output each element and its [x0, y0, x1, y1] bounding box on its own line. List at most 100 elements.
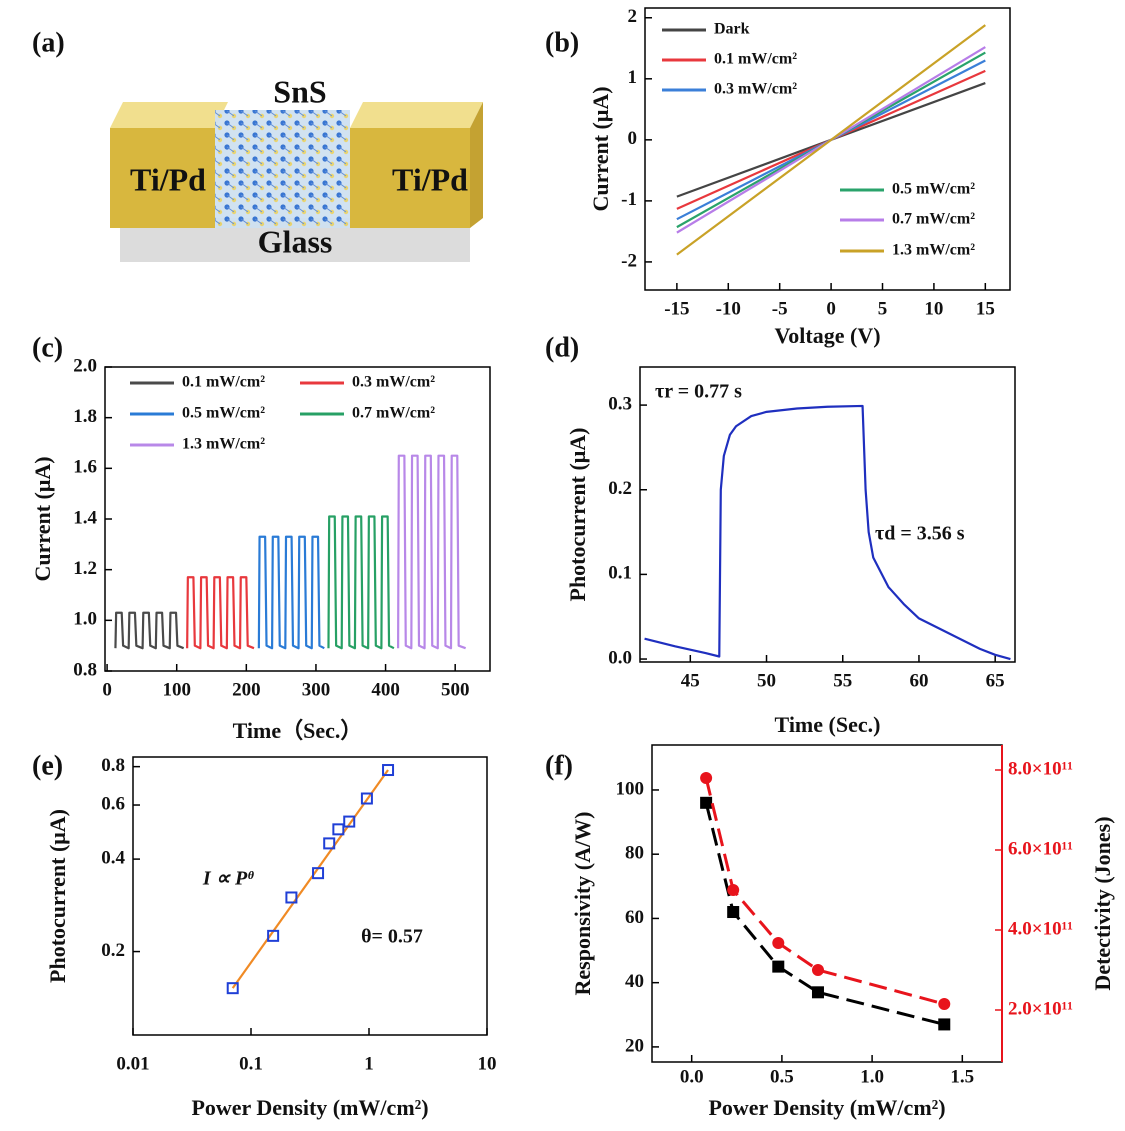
y2-tick-label: 6.0×10¹¹	[1008, 838, 1073, 859]
legend-label: 0.3 mW/cm²	[714, 81, 797, 98]
series-line	[114, 611, 185, 650]
right-contact-top	[350, 102, 483, 128]
point	[811, 986, 824, 999]
x-tick-label: 0	[826, 298, 836, 319]
series-line	[327, 515, 395, 650]
legend-label: 0.5 mW/cm²	[182, 405, 265, 422]
legend-label: 0.5 mW/cm²	[892, 181, 975, 198]
y-axis-label: Current (μA)	[588, 86, 613, 211]
y-tick-label: 1.6	[73, 457, 97, 478]
plot-frame	[639, 366, 1016, 663]
series-line	[704, 802, 945, 1026]
series-line	[257, 535, 325, 650]
x-tick-label: 0	[102, 679, 112, 700]
right-contact-front	[350, 128, 470, 228]
x-tick-label: 300	[302, 679, 331, 700]
series-line	[704, 777, 945, 1006]
y-tick-label: 0.0	[608, 647, 632, 668]
legend-label: 0.7 mW/cm²	[892, 211, 975, 228]
x-tick-label: -15	[664, 298, 689, 319]
series-line	[676, 24, 986, 256]
y2-tick-label: 8.0×10¹¹	[1008, 758, 1073, 779]
x-tick-label: 0.1	[239, 1053, 263, 1074]
y-tick-label: 0.4	[101, 847, 125, 868]
annotation: I ∝ Pᶿ	[202, 868, 254, 890]
series-line	[644, 404, 1011, 661]
series-line	[397, 454, 467, 650]
x-tick-label: 0.0	[680, 1066, 704, 1087]
y-tick-label: 1.8	[73, 406, 97, 427]
point	[727, 884, 740, 896]
y-tick-label: 80	[625, 843, 644, 864]
panel-label: (d)	[545, 332, 579, 363]
legend-label: 0.1 mW/cm²	[714, 51, 797, 68]
contact-label: Ti/Pd	[130, 161, 206, 197]
x-tick-label: 10	[924, 298, 943, 319]
x-tick-label: 0.01	[116, 1053, 149, 1074]
annotation: τd = 3.56 s	[875, 523, 965, 545]
y2-tick-label: 4.0×10¹¹	[1008, 918, 1073, 939]
x-tick-label: 10	[478, 1053, 497, 1074]
left-contact-top	[110, 102, 228, 128]
x-tick-label: 55	[833, 670, 852, 691]
right-contact-side	[470, 102, 483, 228]
x-tick-label: 400	[371, 679, 400, 700]
y-axis-label: Responsivity (A/W)	[570, 812, 595, 996]
point	[343, 815, 356, 828]
x-tick-label: 500	[441, 679, 470, 700]
x-tick-label: 200	[232, 679, 261, 700]
y-tick-label: 2.0	[73, 355, 97, 376]
y-tick-label: 2	[628, 6, 638, 27]
legend-label: 0.7 mW/cm²	[352, 405, 435, 422]
y-tick-label: 100	[616, 778, 645, 799]
y-tick-label: 0.1	[608, 563, 632, 584]
x-tick-label: 5	[878, 298, 888, 319]
substrate-label: Glass	[258, 223, 333, 259]
left-contact-front	[110, 128, 215, 228]
point	[312, 867, 325, 880]
point	[267, 929, 280, 942]
series-line	[186, 576, 255, 650]
x-tick-label: 0.5	[770, 1066, 794, 1087]
annotation: θ= 0.57	[361, 926, 423, 948]
y-tick-label: 1.4	[73, 507, 97, 528]
annotation: τr = 0.77 s	[655, 381, 742, 403]
x-axis-label: Time (Sec.)	[775, 712, 881, 737]
y-tick-label: 0.8	[73, 659, 97, 680]
panel-label: (e)	[32, 750, 63, 781]
point	[938, 1018, 951, 1031]
point	[700, 772, 713, 784]
point	[811, 964, 824, 976]
point	[938, 998, 951, 1010]
plot-frame	[651, 744, 1003, 1063]
y-tick-label: 20	[625, 1035, 644, 1056]
y-tick-label: 1.0	[73, 609, 97, 630]
y-tick-label: 0	[628, 128, 638, 149]
x-axis-label: Time（Sec.）	[233, 718, 363, 743]
y-tick-label: 1	[628, 67, 638, 88]
y-tick-label: 60	[625, 907, 644, 928]
point	[772, 960, 785, 973]
legend-label: 1.3 mW/cm²	[182, 436, 265, 453]
material-label: SnS	[273, 73, 326, 109]
x-tick-label: 50	[757, 670, 776, 691]
point	[727, 906, 740, 919]
y-axis-label: Photocurrent (μA)	[45, 809, 70, 983]
sns-lattice	[215, 110, 350, 228]
panel-label: (f)	[545, 750, 573, 781]
legend-label: 0.3 mW/cm²	[352, 374, 435, 391]
point	[772, 937, 785, 949]
x-tick-label: -5	[772, 298, 788, 319]
panel-label: (a)	[32, 27, 65, 58]
y-tick-label: -2	[621, 250, 637, 271]
y2-tick-label: 2.0×10¹¹	[1008, 998, 1073, 1019]
point	[323, 837, 336, 850]
y-tick-label: 40	[625, 971, 644, 992]
legend-label: 0.1 mW/cm²	[182, 374, 265, 391]
x-tick-label: 45	[681, 670, 700, 691]
x-tick-label: 1.0	[860, 1066, 884, 1087]
plot-frame	[644, 7, 1011, 291]
legend-label: 1.3 mW/cm²	[892, 242, 975, 259]
legend-label: Dark	[714, 21, 750, 38]
